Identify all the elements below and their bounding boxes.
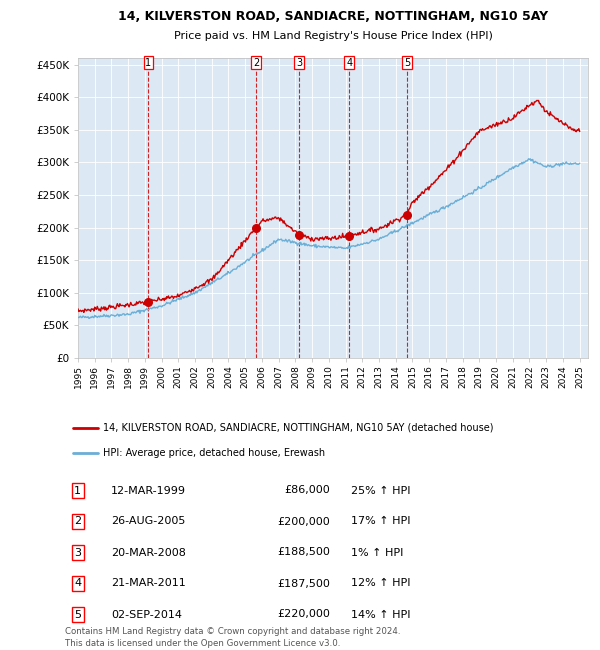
Text: £188,500: £188,500: [277, 547, 330, 558]
Text: 26-AUG-2005: 26-AUG-2005: [111, 517, 185, 526]
Text: 1% ↑ HPI: 1% ↑ HPI: [350, 547, 403, 558]
Text: 1: 1: [74, 486, 81, 495]
Text: 02-SEP-2014: 02-SEP-2014: [111, 610, 182, 619]
Text: 12-MAR-1999: 12-MAR-1999: [111, 486, 186, 495]
Text: Contains HM Land Registry data © Crown copyright and database right 2024.: Contains HM Land Registry data © Crown c…: [65, 627, 401, 636]
Text: This data is licensed under the Open Government Licence v3.0.: This data is licensed under the Open Gov…: [65, 640, 340, 649]
Text: 5: 5: [74, 610, 81, 619]
Text: 17% ↑ HPI: 17% ↑ HPI: [350, 517, 410, 526]
Text: 20-MAR-2008: 20-MAR-2008: [111, 547, 186, 558]
Text: 5: 5: [404, 58, 410, 68]
Text: 4: 4: [346, 58, 352, 68]
Text: 14, KILVERSTON ROAD, SANDIACRE, NOTTINGHAM, NG10 5AY: 14, KILVERSTON ROAD, SANDIACRE, NOTTINGH…: [118, 10, 548, 23]
Text: 4: 4: [74, 578, 82, 588]
Text: 25% ↑ HPI: 25% ↑ HPI: [350, 486, 410, 495]
Text: 14% ↑ HPI: 14% ↑ HPI: [350, 610, 410, 619]
Text: £187,500: £187,500: [277, 578, 330, 588]
Text: HPI: Average price, detached house, Erewash: HPI: Average price, detached house, Erew…: [103, 448, 325, 458]
Text: 1: 1: [145, 58, 151, 68]
Text: 14, KILVERSTON ROAD, SANDIACRE, NOTTINGHAM, NG10 5AY (detached house): 14, KILVERSTON ROAD, SANDIACRE, NOTTINGH…: [103, 423, 494, 433]
Text: 21-MAR-2011: 21-MAR-2011: [111, 578, 185, 588]
Text: 12% ↑ HPI: 12% ↑ HPI: [350, 578, 410, 588]
Text: 2: 2: [74, 517, 82, 526]
Text: £220,000: £220,000: [277, 610, 330, 619]
Text: £200,000: £200,000: [277, 517, 330, 526]
Text: £86,000: £86,000: [284, 486, 330, 495]
Text: Price paid vs. HM Land Registry's House Price Index (HPI): Price paid vs. HM Land Registry's House …: [173, 31, 493, 41]
Text: 3: 3: [74, 547, 81, 558]
Text: 2: 2: [253, 58, 259, 68]
Text: 3: 3: [296, 58, 302, 68]
